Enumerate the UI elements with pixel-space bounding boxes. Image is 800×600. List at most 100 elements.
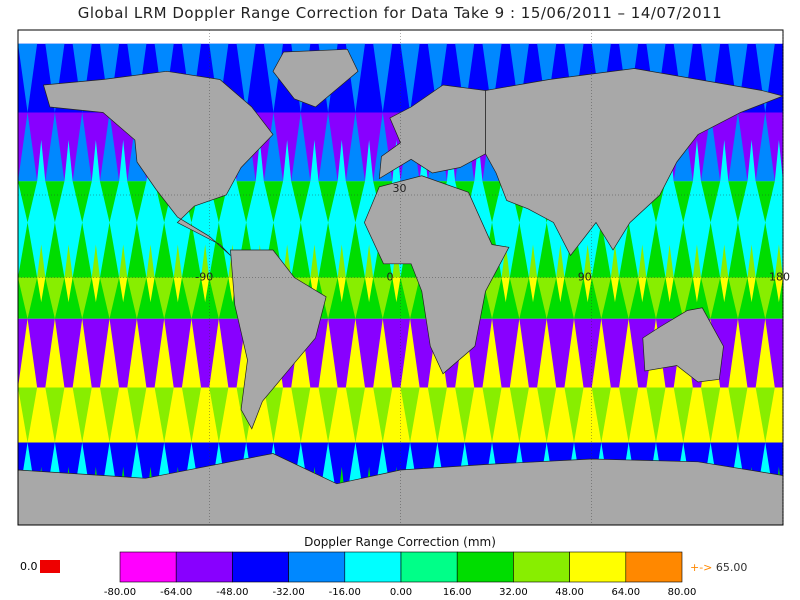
orbit-wedge-secondary [364,244,374,278]
orbit-wedge [509,222,529,278]
orbit-wedge [45,387,65,443]
orbit-wedge-secondary [364,140,374,182]
orbit-wedge-secondary [774,244,783,278]
orbit-wedge [345,277,365,319]
orbit-wedge [427,43,447,113]
orbit-wedge [318,318,338,388]
orbit-wedge [619,387,639,443]
colorbar-tick-label: -48.00 [216,587,248,598]
orbit-wedge [318,387,338,443]
orbit-wedge [291,112,311,182]
orbit-wedge [99,222,120,278]
orbit-wedge-secondary [692,140,702,182]
colorbar-tick-label: -64.00 [160,587,192,598]
orbit-wedge [209,387,229,443]
land-mass [485,68,783,257]
orbit-wedge-secondary [255,140,264,182]
orbit-wedge [99,387,120,443]
orbit-wedge-secondary [747,140,756,182]
orbit-wedge [427,387,447,443]
orbit-wedge [455,43,475,113]
orbit-wedge-secondary [64,140,73,182]
colorbar-tick-label: -16.00 [329,587,361,598]
colorbar-bin [288,551,346,583]
orbit-wedge [755,181,775,223]
colorbar-bin [400,551,458,583]
orbit-wedge-secondary [556,277,565,303]
orbit-wedge [400,277,420,319]
orbit-wedge [564,387,584,443]
orbit-wedge [72,277,92,319]
orbit-wedge [154,318,174,388]
orbit-wedge-secondary [201,277,210,303]
orbit-wedge [619,277,639,319]
orbit-wedge [509,318,529,388]
orbit-wedge-secondary [37,277,46,303]
orbit-wedge [154,222,174,278]
orbit-wedge [99,277,120,319]
orbit-wedge [127,277,147,319]
orbit-wedge-secondary [119,244,128,278]
orbit-wedge-secondary [528,244,538,278]
orbit-wedge [209,277,229,319]
orbit-wedge-secondary [337,277,346,303]
orbit-wedge [318,277,338,319]
orbit-wedge [18,112,38,182]
orbit-wedge-secondary [501,244,510,278]
orbit-wedge [619,318,639,388]
orbit-wedge [127,318,147,388]
orbit-wedge [72,112,92,182]
orbit-wedge [591,277,611,319]
orbit-wedge [45,222,65,278]
orbit-wedge-secondary [64,277,73,303]
orbit-wedge-secondary [91,244,100,278]
orbit-wedge [127,181,147,223]
orbit-wedge [181,318,202,388]
orbit-wedge [154,387,174,443]
orbit-wedge [45,181,65,223]
land-mass [642,307,724,383]
orbit-wedge-secondary [610,244,620,278]
orbit-wedge-secondary [692,277,702,303]
colorbar-title: Doppler Range Correction (mm) [304,535,496,549]
orbit-wedge [537,43,557,113]
colorbar-bin [175,551,233,583]
colorbar-tick-label: -80.00 [104,587,136,598]
orbit-wedge [701,222,721,278]
orbit-wedge [72,387,92,443]
orbit-wedge [537,277,557,319]
orbit-wedge [291,222,311,278]
colorbar-tick-label: 32.00 [499,587,528,598]
chart-title: Global LRM Doppler Range Correction for … [77,4,723,22]
orbit-wedge [673,222,693,278]
orbit-wedge-secondary [692,244,702,278]
orbit-wedge-secondary [37,244,46,278]
orbit-wedge [482,318,502,388]
orbit-wedge [209,43,229,113]
orbit-wedge [537,318,557,388]
orbit-wedge [373,43,393,113]
orbit-wedge-secondary [173,277,182,303]
orbit-wedge-secondary [501,277,510,303]
orbit-wedge [701,112,721,182]
orbit-wedge [673,277,693,319]
colorbar-tick-label: -32.00 [272,587,304,598]
orbit-wedge [646,222,666,278]
orbit-wedge [728,277,748,319]
orbit-wedge-secondary [119,277,128,303]
orbit-wedge [373,318,393,388]
orbit-wedge [564,318,584,388]
orbit-wedge [45,112,65,182]
orbit-wedge-secondary [64,244,73,278]
orbit-wedge [345,318,365,388]
colorbar-bin [569,551,627,583]
orbit-wedge [400,318,420,388]
orbit-wedge [755,318,775,388]
colorbar-tick-label: 64.00 [611,587,640,598]
orbit-wedge-secondary [556,244,565,278]
orbit-wedge [755,112,775,182]
orbit-wedge [373,277,393,319]
orbit-wedge-secondary [774,277,783,303]
orbit-wedge-secondary [37,140,46,182]
orbit-wedge-secondary [665,277,674,303]
